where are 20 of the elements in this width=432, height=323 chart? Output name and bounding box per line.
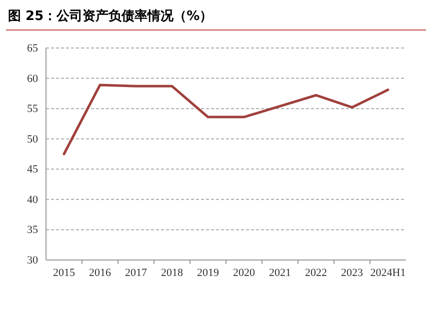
y-tick-label: 55 [27, 103, 38, 116]
x-tick-label: 2021 [269, 266, 291, 279]
x-tick-label: 2020 [233, 266, 256, 279]
x-tick-label: 2016 [89, 266, 112, 279]
x-tick-label: 2024H1 [370, 266, 406, 279]
y-tick-label: 45 [27, 164, 38, 176]
x-tick-label: 2018 [161, 266, 184, 279]
x-tick-label: 2019 [197, 266, 220, 279]
x-tick-label: 2022 [305, 266, 327, 279]
y-tick-label: 65 [27, 42, 38, 55]
y-tick-label: 50 [27, 133, 38, 146]
x-tick-label: 2017 [125, 266, 148, 279]
x-tick-label: 2015 [53, 266, 76, 279]
line-series [62, 84, 390, 156]
y-tick-label: 35 [27, 224, 38, 236]
y-tick-label: 30 [27, 254, 38, 267]
y-tick-label: 40 [27, 194, 38, 206]
chart-title: 图 25：公司资产负债率情况（%） [8, 8, 213, 24]
y-tick-label: 60 [27, 72, 38, 85]
x-tick-label: 2023 [341, 266, 364, 279]
